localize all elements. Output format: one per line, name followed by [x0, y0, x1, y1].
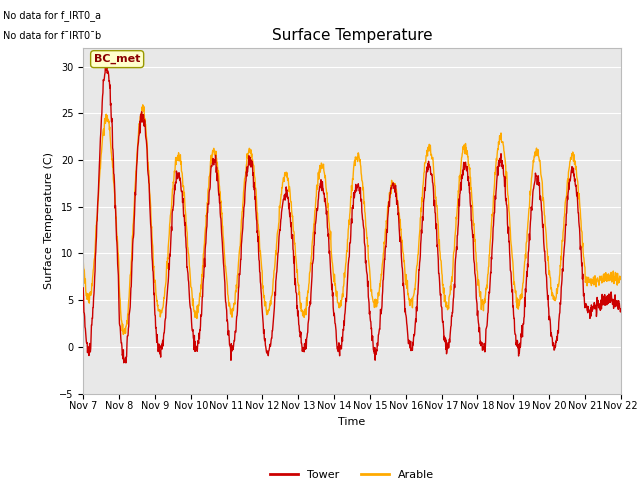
X-axis label: Time: Time	[339, 417, 365, 427]
Text: BC_met: BC_met	[94, 54, 140, 64]
Title: Surface Temperature: Surface Temperature	[272, 28, 432, 43]
Y-axis label: Surface Temperature (C): Surface Temperature (C)	[44, 152, 54, 289]
Text: No data for f¯IRT0¯b: No data for f¯IRT0¯b	[3, 31, 102, 41]
Legend: Tower, Arable: Tower, Arable	[266, 466, 438, 480]
Text: No data for f_IRT0_a: No data for f_IRT0_a	[3, 10, 101, 21]
